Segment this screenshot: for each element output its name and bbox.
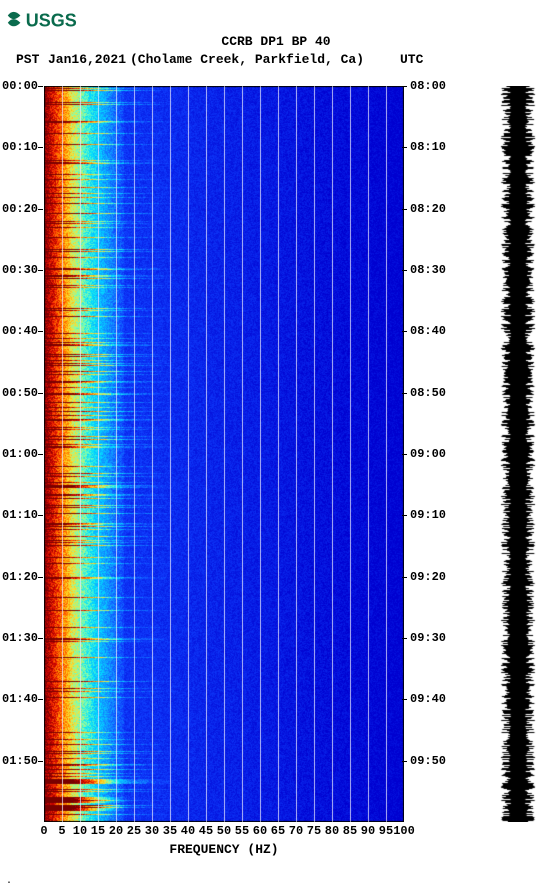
usgs-logo: USGS	[6, 6, 96, 34]
yaxis-right-tick-label: 09:20	[410, 570, 446, 584]
xaxis-tick-label: 55	[235, 824, 249, 838]
xaxis-tick-label: 80	[325, 824, 339, 838]
date-label: Jan16,2021	[48, 52, 126, 67]
xaxis-labels: 0510152025303540455055606570758085909510…	[44, 824, 404, 844]
yaxis-tick	[38, 86, 43, 87]
yaxis-tick	[402, 270, 407, 271]
yaxis-tick	[402, 638, 407, 639]
xaxis-tick-label: 0	[40, 824, 47, 838]
xaxis-tick-label: 85	[343, 824, 357, 838]
yaxis-tick	[402, 577, 407, 578]
xaxis-tick-label: 70	[289, 824, 303, 838]
xaxis-tick-label: 25	[127, 824, 141, 838]
yaxis-left-tick-label: 00:40	[2, 324, 38, 338]
location-label: (Cholame Creek, Parkfield, Ca)	[130, 52, 364, 67]
yaxis-left-tick-label: 00:10	[2, 140, 38, 154]
yaxis-left-labels: 00:0000:1000:2000:3000:4000:5001:0001:10…	[0, 86, 42, 822]
spectrogram-plot	[44, 86, 404, 822]
xaxis-tick-label: 15	[91, 824, 105, 838]
yaxis-left-tick-label: 01:20	[2, 570, 38, 584]
xaxis-tick-label: 65	[271, 824, 285, 838]
yaxis-tick	[402, 147, 407, 148]
xaxis-tick-label: 95	[379, 824, 393, 838]
footer-mark: .	[6, 876, 12, 887]
logo-text: USGS	[26, 10, 77, 30]
yaxis-left-tick-label: 00:30	[2, 263, 38, 277]
waveform-plot	[500, 86, 536, 822]
yaxis-right-tick-label: 08:20	[410, 202, 446, 216]
xaxis-tick-label: 20	[109, 824, 123, 838]
yaxis-left-tick-label: 01:40	[2, 692, 38, 706]
yaxis-right-tick-label: 09:30	[410, 631, 446, 645]
yaxis-left-tick-label: 01:00	[2, 447, 38, 461]
yaxis-tick	[402, 761, 407, 762]
yaxis-tick	[402, 699, 407, 700]
xaxis-tick-label: 90	[361, 824, 375, 838]
yaxis-tick	[38, 515, 43, 516]
yaxis-right-tick-label: 08:00	[410, 79, 446, 93]
xaxis-title: FREQUENCY (HZ)	[44, 842, 404, 857]
yaxis-tick	[38, 577, 43, 578]
yaxis-tick	[38, 638, 43, 639]
yaxis-right-tick-label: 09:40	[410, 692, 446, 706]
yaxis-tick	[38, 147, 43, 148]
spectrogram-canvas	[44, 86, 404, 822]
yaxis-tick	[38, 393, 43, 394]
yaxis-right-tick-label: 08:30	[410, 263, 446, 277]
yaxis-left-tick-label: 00:50	[2, 386, 38, 400]
yaxis-right-tick-label: 09:10	[410, 508, 446, 522]
yaxis-left-tick-label: 00:00	[2, 79, 38, 93]
yaxis-tick	[402, 209, 407, 210]
xaxis-tick-label: 45	[199, 824, 213, 838]
xaxis-tick-label: 10	[73, 824, 87, 838]
yaxis-right-labels: 08:0008:1008:2008:3008:4008:5009:0009:10…	[410, 86, 452, 822]
yaxis-left-tick-label: 01:30	[2, 631, 38, 645]
yaxis-left-tick-label: 01:10	[2, 508, 38, 522]
yaxis-tick	[402, 515, 407, 516]
yaxis-right-tick-label: 09:00	[410, 447, 446, 461]
yaxis-tick	[402, 393, 407, 394]
xaxis-tick-label: 30	[145, 824, 159, 838]
yaxis-tick	[38, 454, 43, 455]
yaxis-tick	[402, 454, 407, 455]
tz-left-label: PST	[16, 52, 39, 67]
xaxis-tick-label: 100	[393, 824, 415, 838]
yaxis-left-tick-label: 01:50	[2, 754, 38, 768]
yaxis-right-tick-label: 08:10	[410, 140, 446, 154]
waveform-canvas	[500, 86, 536, 822]
page: USGS CCRB DP1 BP 40 PST Jan16,2021 (Chol…	[0, 0, 552, 893]
yaxis-tick	[38, 699, 43, 700]
yaxis-right-tick-label: 08:40	[410, 324, 446, 338]
yaxis-right-tick-label: 08:50	[410, 386, 446, 400]
tz-right-label: UTC	[400, 52, 423, 67]
yaxis-tick	[38, 331, 43, 332]
xaxis-tick-label: 75	[307, 824, 321, 838]
yaxis-tick	[38, 270, 43, 271]
xaxis-tick-label: 50	[217, 824, 231, 838]
xaxis-tick-label: 60	[253, 824, 267, 838]
xaxis-tick-label: 35	[163, 824, 177, 838]
yaxis-tick	[38, 761, 43, 762]
chart-title: CCRB DP1 BP 40	[0, 34, 552, 49]
xaxis-tick-label: 5	[58, 824, 65, 838]
yaxis-right-tick-label: 09:50	[410, 754, 446, 768]
yaxis-tick	[38, 209, 43, 210]
yaxis-tick	[402, 331, 407, 332]
xaxis-tick-label: 40	[181, 824, 195, 838]
yaxis-tick	[402, 86, 407, 87]
yaxis-left-tick-label: 00:20	[2, 202, 38, 216]
